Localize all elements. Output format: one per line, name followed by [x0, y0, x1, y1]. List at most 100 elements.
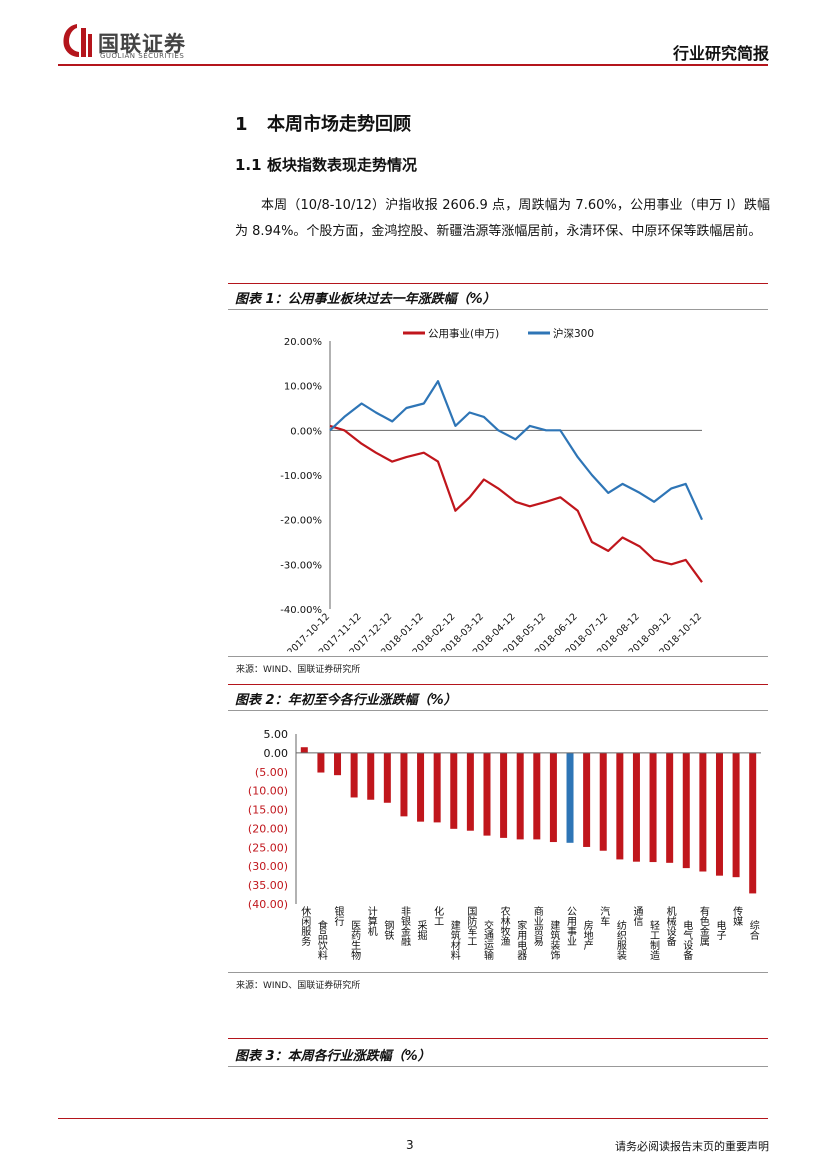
- y-tick-label: (35.00): [248, 879, 288, 892]
- y-tick-label: 20.00%: [284, 337, 322, 348]
- figure3-title-rule: [228, 1066, 768, 1067]
- section-number: 1: [235, 114, 248, 135]
- bar: [367, 752, 375, 800]
- y-tick-label: (30.00): [248, 860, 288, 873]
- category-label: 银行: [332, 905, 344, 927]
- bar: [583, 752, 591, 847]
- bar: [549, 752, 557, 843]
- y-tick-label: -20.00%: [280, 516, 322, 527]
- category-label: 农林牧渔: [498, 905, 510, 947]
- category-label: 休闲服务: [299, 906, 311, 947]
- bar: [433, 752, 441, 823]
- bar: [350, 752, 358, 798]
- bar: [699, 752, 707, 872]
- series-line: [329, 380, 704, 521]
- category-label: 有色金属: [697, 905, 709, 947]
- figure1-top-rule: [228, 283, 768, 284]
- category-label: 通信: [631, 906, 643, 927]
- bar: [300, 747, 308, 753]
- y-tick-label: (40.00): [248, 898, 288, 911]
- y-tick-label: 0.00: [264, 747, 289, 760]
- guolian-logo-icon: [63, 24, 92, 57]
- category-label: 非银金融: [398, 906, 410, 947]
- bar: [666, 752, 674, 863]
- bar: [632, 752, 640, 862]
- category-label: 机械设备: [664, 905, 676, 947]
- category-label: 电子: [714, 919, 726, 940]
- bar: [417, 752, 425, 822]
- figure3-title: 图表 3：本周各行业涨跌幅（%）: [235, 1049, 431, 1064]
- bar: [334, 752, 342, 776]
- y-tick-label: 0.00%: [290, 426, 322, 437]
- bar: [649, 752, 657, 863]
- y-tick-label: -30.00%: [280, 560, 322, 571]
- bar: [599, 752, 607, 851]
- y-tick-label: (15.00): [248, 804, 288, 817]
- header-divider: [58, 64, 768, 66]
- bar: [533, 752, 541, 840]
- category-label: 国防军工: [465, 906, 477, 946]
- bar: [450, 752, 458, 829]
- y-tick-label: 5.00: [264, 728, 289, 741]
- category-label: 纺织服装: [614, 919, 626, 961]
- category-label: 家用电器: [515, 919, 527, 961]
- legend-label: 公用事业(申万): [428, 327, 499, 340]
- bar: [682, 752, 690, 869]
- category-label: 建筑装饰: [548, 919, 560, 961]
- section-heading: 1 本周市场走势回顾: [235, 110, 411, 136]
- category-label: 食品饮料: [315, 919, 327, 961]
- y-tick-label: -10.00%: [280, 471, 322, 482]
- bar: [516, 752, 524, 840]
- bar: [732, 752, 740, 878]
- subsection-heading: 1.1 板块指数表现走势情况: [235, 154, 417, 175]
- y-tick-label: (5.00): [255, 766, 288, 779]
- category-label: 公用事业: [565, 906, 577, 946]
- figure2-top-rule: [228, 684, 768, 685]
- bar: [317, 752, 325, 773]
- page-number: 3: [406, 1138, 414, 1152]
- footer-disclaimer: 请务必阅读报告末页的重要声明: [615, 1140, 769, 1153]
- bar-chart: 5.00 0.00 (5.00) (10.00) (15.00) (20.00) (25.0…: [248, 728, 761, 961]
- bar: [500, 752, 508, 838]
- category-label: 采掘: [415, 920, 427, 941]
- y-tick-label: 10.00%: [284, 382, 322, 393]
- figure2-title: 图表 2：年初至今各行业涨跌幅（%）: [235, 693, 457, 708]
- bar: [566, 752, 574, 843]
- category-label: 计算机: [365, 905, 377, 937]
- brand-name: 国联证券: [98, 32, 186, 56]
- bar: [616, 752, 624, 860]
- figure2-source: 来源：WIND、国联证券研究所: [236, 981, 361, 991]
- figure1-title: 图表 1：公用事业板块过去一年涨跌幅（%）: [235, 292, 496, 307]
- bar: [749, 752, 757, 894]
- category-label: 交通运输: [481, 919, 493, 961]
- category-label: 传媒: [731, 906, 743, 927]
- bar: [466, 752, 474, 831]
- category-label: 汽车: [598, 905, 610, 927]
- category-label: 轻工制造: [648, 919, 660, 960]
- subsection-title: 板块指数表现走势情况: [267, 156, 418, 174]
- figure2-title-rule: [228, 710, 768, 711]
- footer-divider: [58, 1118, 768, 1119]
- subsection-number: 1.1: [235, 156, 262, 174]
- category-label: 电气设备: [681, 919, 693, 961]
- figure2-bottom-rule: [228, 972, 768, 973]
- brand-subtitle: GUOLIAN SECURITIES: [100, 52, 185, 60]
- figure1-title-rule: [228, 309, 768, 310]
- category-label: 化工: [432, 905, 444, 926]
- bar: [400, 752, 408, 817]
- category-label: 房地产: [581, 919, 593, 951]
- line-chart: 20.00% 10.00% 0.00% -10.00% -20.00% -30.00% -4…: [280, 327, 704, 652]
- bar: [383, 752, 391, 803]
- legend-label: 沪深300: [553, 327, 594, 340]
- y-tick-label: (10.00): [248, 785, 288, 798]
- y-tick-label: (25.00): [248, 841, 288, 854]
- report-type: 行业研究简报: [672, 44, 769, 63]
- category-label: 综合: [747, 919, 759, 941]
- category-label: 建筑材料: [448, 919, 460, 961]
- summary-paragraph: 本周（10/8-10/12）沪指收报 2606.9 点，周跌幅为 7.60%，公…: [235, 198, 770, 239]
- category-label: 医药生物: [349, 920, 361, 961]
- y-tick-label: (20.00): [248, 822, 288, 835]
- category-label: 商业贸易: [531, 905, 543, 947]
- figure3-top-rule: [228, 1038, 768, 1039]
- section-title: 本周市场走势回顾: [267, 114, 411, 135]
